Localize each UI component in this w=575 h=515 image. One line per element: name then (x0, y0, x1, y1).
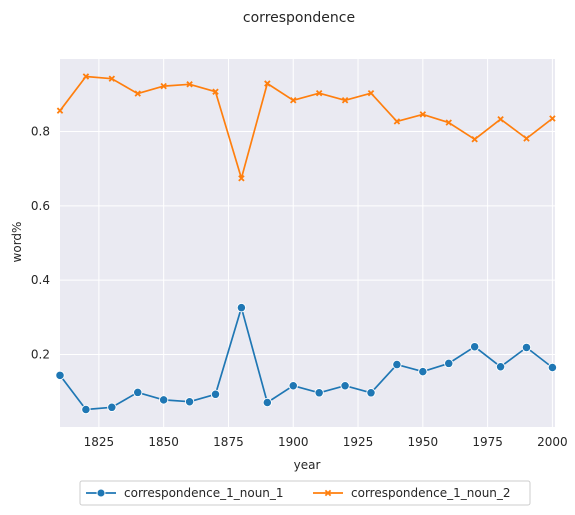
data-point (340, 381, 350, 391)
data-point (341, 97, 349, 104)
data-point (186, 81, 193, 88)
data-point (107, 402, 117, 412)
data-point (314, 388, 324, 398)
data-point (444, 358, 454, 369)
plot-background (60, 59, 555, 427)
data-point (445, 119, 452, 126)
legend-marker (324, 489, 332, 497)
legend-item: correspondence_1_noun_2 (313, 486, 511, 500)
series-correspondence_1_noun_2 (56, 73, 556, 182)
series-line (59, 75, 553, 180)
legend-label: correspondence_1_noun_2 (351, 486, 511, 500)
x-tick-label: 1950 (408, 435, 439, 449)
chart-title: correspondence (243, 10, 355, 26)
data-point (470, 342, 480, 352)
data-point (159, 395, 169, 405)
data-point (81, 404, 91, 415)
legend-box (79, 480, 531, 506)
data-point (160, 82, 167, 90)
x-tick-label: 1850 (148, 435, 179, 449)
legend-item: correspondence_1_noun_1 (86, 486, 284, 500)
x-axis-label: year (294, 458, 321, 472)
data-point (238, 175, 245, 182)
data-point (236, 303, 247, 313)
data-point (495, 362, 506, 372)
data-point (290, 97, 297, 104)
y-tick-label: 0.2 (31, 348, 50, 362)
data-point (133, 387, 143, 398)
data-point (212, 88, 219, 95)
series-correspondence_1_noun_1 (55, 303, 558, 415)
data-point (547, 362, 558, 373)
x-tick-label: 2000 (537, 435, 568, 449)
data-point (56, 107, 64, 114)
data-point (108, 75, 116, 82)
data-point (418, 366, 428, 377)
x-tick-label: 1975 (472, 435, 503, 449)
legend-marker (96, 488, 106, 498)
data-point (393, 118, 401, 125)
y-tick-label: 0.8 (31, 124, 50, 138)
y-tick-label: 0.6 (31, 199, 50, 213)
data-point (288, 381, 298, 391)
data-point (549, 115, 556, 122)
data-point (315, 89, 323, 97)
data-point (264, 80, 271, 87)
x-tick-label: 1875 (213, 435, 244, 449)
legend-label: correspondence_1_noun_1 (124, 486, 284, 500)
plot-area: 1825 1850 1875 1900 1925 1950 1975 2000 0.2 0.4 0.… (31, 59, 568, 449)
y-tick-label: 0.4 (31, 273, 50, 287)
data-point (471, 136, 478, 143)
data-point (497, 115, 504, 123)
data-point (262, 397, 272, 408)
data-point (366, 388, 376, 398)
y-axis-label: word% (10, 222, 24, 263)
data-point (419, 111, 427, 118)
data-point (55, 370, 65, 380)
data-point (184, 397, 195, 407)
data-point (392, 359, 402, 370)
data-point (134, 90, 141, 97)
x-tick-label: 1900 (278, 435, 309, 449)
data-point (210, 389, 221, 399)
legend: correspondence_1_noun_1 correspondence_1_… (79, 480, 531, 506)
x-tick-label: 1925 (343, 435, 374, 449)
data-point (521, 342, 532, 353)
x-tick-label: 1825 (84, 435, 115, 449)
data-point (523, 135, 530, 142)
data-point (367, 89, 375, 97)
data-point (82, 73, 90, 80)
